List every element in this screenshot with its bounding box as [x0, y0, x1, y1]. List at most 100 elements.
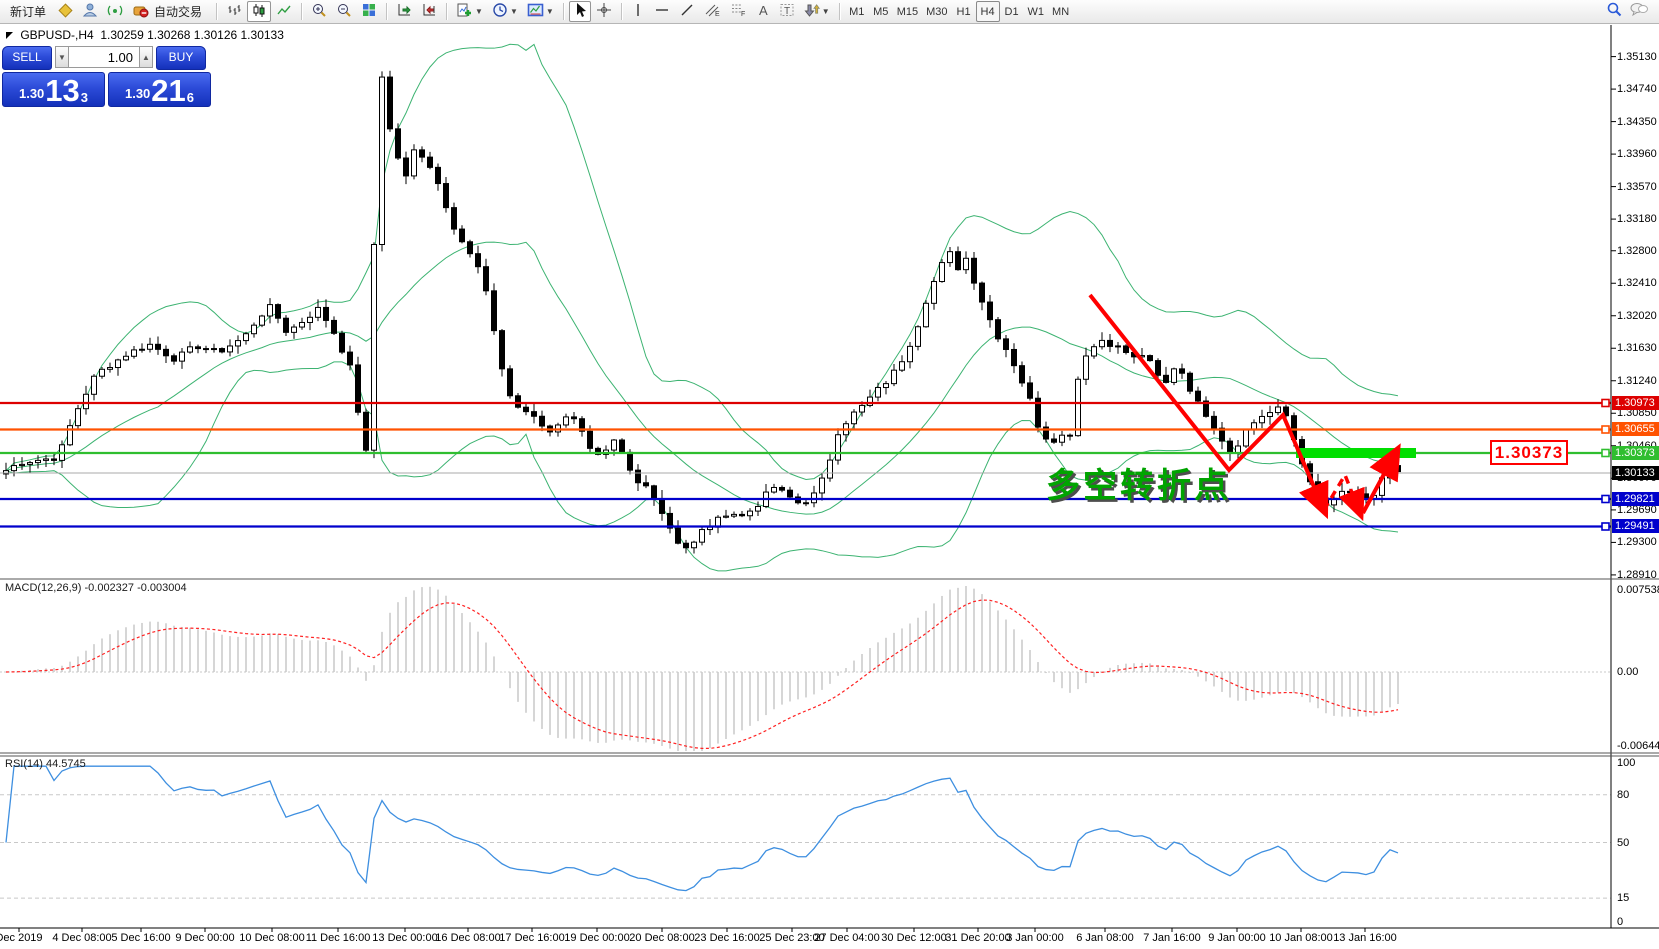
- chart-wizard-icon: [57, 2, 73, 21]
- signals-button[interactable]: [103, 1, 127, 22]
- vertical-line-icon: [632, 2, 644, 21]
- trendline-button[interactable]: [675, 1, 699, 22]
- svg-text:F: F: [741, 11, 745, 18]
- toolbar-separator: [838, 3, 840, 20]
- sell-price-pip: 3: [80, 90, 89, 105]
- buy-price-prefix: 1.30: [124, 86, 151, 101]
- templates-button[interactable]: ▼: [523, 1, 558, 22]
- dropdown-caret-icon: ▼: [545, 7, 554, 16]
- sell-price-main: 13: [45, 73, 80, 108]
- toolbar-separator: [620, 3, 622, 20]
- dropdown-caret-icon: ▼: [509, 7, 518, 16]
- chart-shift-icon: [396, 2, 412, 21]
- volume-decrease-button[interactable]: ▼: [55, 46, 69, 68]
- timeframe-m5[interactable]: M5: [869, 1, 893, 22]
- timeframe-h4[interactable]: H4: [975, 1, 1000, 22]
- signals-icon: [107, 2, 123, 21]
- vertical-line-button[interactable]: [627, 1, 649, 22]
- profiles-button[interactable]: [78, 1, 102, 22]
- templates-icon: [527, 2, 544, 21]
- tile-windows-button[interactable]: [357, 1, 381, 22]
- toolbar-separator: [562, 3, 564, 20]
- zoom-out-button[interactable]: [332, 1, 356, 22]
- line-chart-button[interactable]: [272, 1, 296, 22]
- svg-text:E: E: [715, 11, 720, 18]
- sell-button[interactable]: SELL: [2, 46, 52, 70]
- new-chart-icon: [456, 2, 473, 21]
- cursor-icon: [573, 2, 587, 21]
- tile-windows-icon: [361, 2, 377, 21]
- chart-annotations: [1088, 293, 1416, 522]
- macd-pane: [0, 586, 1611, 751]
- svg-text:T: T: [784, 6, 790, 17]
- level-lines: [0, 398, 1611, 531]
- equidistant-channel-button[interactable]: E: [700, 1, 725, 22]
- volume-stepper: ▼ ▲: [55, 46, 153, 68]
- rsi-pane: [0, 765, 1611, 899]
- svg-text:A: A: [759, 3, 768, 18]
- toolbar-separator: [446, 3, 448, 20]
- bar-chart-button[interactable]: [222, 1, 246, 22]
- toolbar-separator: [386, 3, 388, 20]
- autotrade-label: 自动交易: [154, 5, 203, 19]
- timeframe-m30[interactable]: M30: [922, 1, 951, 22]
- text-button[interactable]: A: [752, 1, 774, 22]
- text-a-icon: A: [756, 2, 770, 21]
- volume-input[interactable]: [69, 46, 139, 68]
- autotrade-icon: [132, 2, 149, 21]
- text-label-button[interactable]: T: [775, 1, 799, 22]
- arrows-icon: [804, 2, 820, 21]
- dropdown-caret-icon: ▼: [475, 7, 483, 16]
- buy-price-main: 21: [151, 73, 186, 108]
- chart-autoscroll-icon: [421, 2, 437, 21]
- volume-increase-button[interactable]: ▲: [139, 46, 153, 68]
- timeframe-m15[interactable]: M15: [893, 1, 922, 22]
- chart-wizard-button[interactable]: [53, 1, 77, 22]
- crosshair-icon: [596, 2, 612, 21]
- toolbar-separator: [216, 3, 218, 20]
- chat-icon[interactable]: [1629, 1, 1649, 22]
- candlestick-chart-icon: [251, 2, 267, 21]
- timeframe-d1[interactable]: D1: [1000, 1, 1024, 22]
- zoom-in-icon: [311, 2, 327, 21]
- toolbar: 新订单 自动交易 ▼ ▼ ▼: [0, 0, 1659, 24]
- one-click-trading-panel: SELL ▼ ▲ BUY 1.30 13 3 1.30 21 6: [2, 46, 216, 107]
- fibonacci-button[interactable]: F: [726, 1, 751, 22]
- cursor-button[interactable]: [568, 1, 591, 22]
- timeframe-group: M1 M5 M15 M30 H1 H4 D1 W1 MN: [845, 1, 1073, 22]
- zoom-out-icon: [336, 2, 352, 21]
- buy-button[interactable]: BUY: [156, 46, 206, 70]
- buy-price-box[interactable]: 1.30 21 6: [108, 72, 211, 107]
- sell-price-box[interactable]: 1.30 13 3: [2, 72, 105, 107]
- new-chart-button[interactable]: ▼: [452, 1, 487, 22]
- dropdown-caret-icon: ▼: [821, 7, 830, 16]
- main-pane: [3, 43, 1401, 572]
- timeframe-w1[interactable]: W1: [1024, 1, 1049, 22]
- autotrade-button[interactable]: 自动交易: [128, 1, 211, 22]
- chart-autoscroll-button[interactable]: [417, 1, 441, 22]
- new-order-button[interactable]: 新订单: [4, 1, 52, 22]
- periods-button[interactable]: ▼: [488, 1, 522, 22]
- horizontal-line-button[interactable]: [650, 1, 674, 22]
- buy-price-pip: 6: [186, 90, 195, 105]
- crosshair-button[interactable]: [592, 1, 616, 22]
- periods-clock-icon: [492, 2, 508, 21]
- equidistant-channel-icon: E: [704, 2, 721, 21]
- toolbar-separator: [301, 3, 303, 20]
- arrows-button[interactable]: ▼: [800, 1, 834, 22]
- text-label-icon: T: [779, 2, 795, 21]
- timeframe-h1[interactable]: H1: [952, 1, 976, 22]
- profiles-icon: [82, 2, 98, 21]
- pane-borders: [0, 25, 1659, 932]
- zoom-in-button[interactable]: [307, 1, 331, 22]
- chart-shift-button[interactable]: [392, 1, 416, 22]
- timeframe-mn[interactable]: MN: [1048, 1, 1073, 22]
- line-chart-icon: [276, 2, 292, 21]
- search-icon[interactable]: [1606, 1, 1623, 23]
- bar-chart-icon: [226, 2, 242, 21]
- candlestick-chart-button[interactable]: [247, 1, 272, 22]
- sell-price-prefix: 1.30: [18, 86, 45, 101]
- timeframe-m1[interactable]: M1: [845, 1, 869, 22]
- fibonacci-icon: F: [730, 2, 747, 21]
